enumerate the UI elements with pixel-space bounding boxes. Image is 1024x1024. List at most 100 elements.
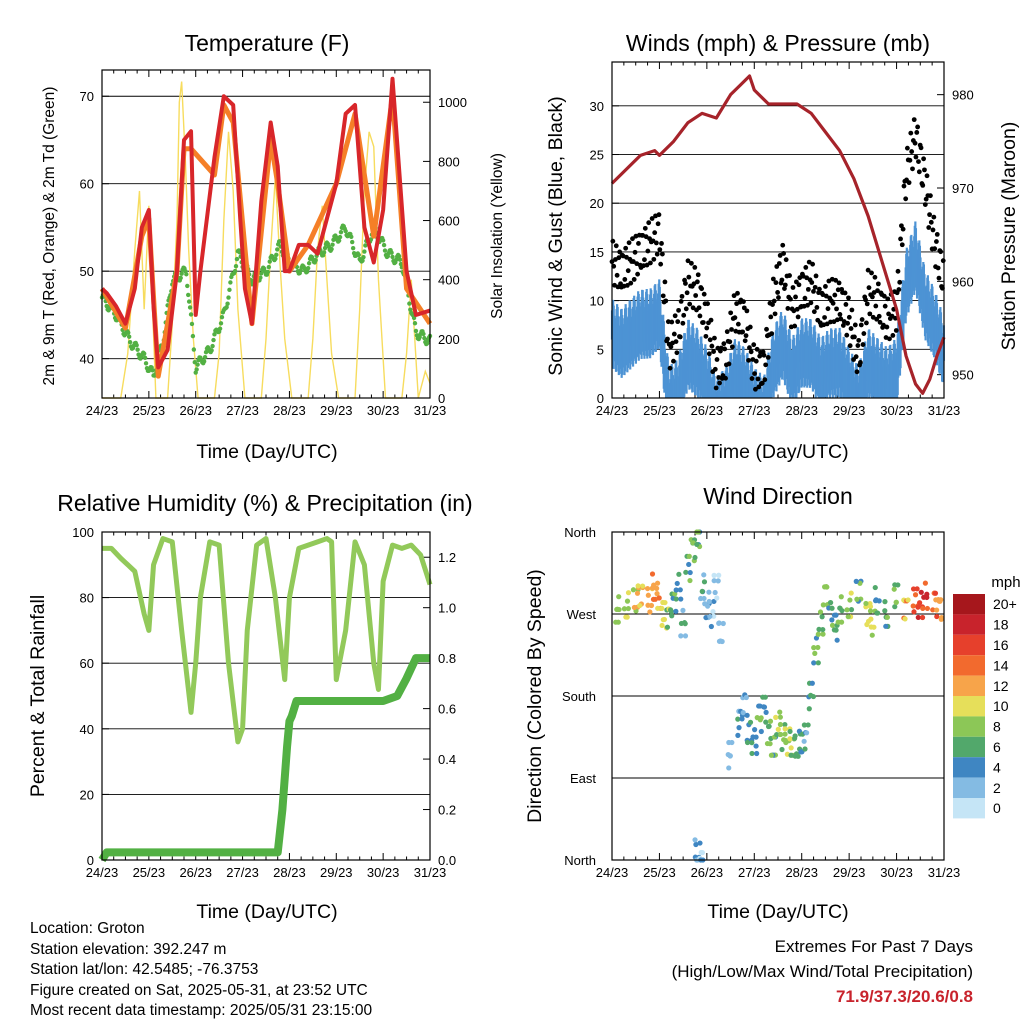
gust-point: [884, 324, 890, 330]
wind-direction-point: [938, 615, 945, 621]
wind-direction-point: [758, 728, 764, 735]
gust-point: [886, 311, 892, 317]
gust-point: [796, 282, 802, 288]
wind-direction-panel: Wind Direction Direction (Colored By Spe…: [524, 483, 1021, 923]
dewpoint-point: [217, 326, 223, 331]
x-tick-label: 25/23: [643, 403, 676, 418]
y-tick-label: North: [564, 853, 596, 868]
precipitation-line: [98, 654, 430, 863]
wind-direction-point: [656, 595, 662, 601]
gust-point: [875, 288, 880, 294]
gust-point: [671, 358, 676, 364]
gust-point: [673, 339, 679, 344]
gust-point: [741, 299, 746, 305]
wind-direction-point: [654, 580, 661, 586]
wind-direction-point: [735, 732, 741, 738]
wind-direction-point: [674, 580, 680, 587]
gust-point: [681, 312, 687, 318]
wind-direction-point: [711, 613, 717, 619]
wind-direction-point: [659, 622, 665, 629]
gust-point: [704, 325, 710, 331]
gust-point: [751, 342, 757, 348]
gust-point: [762, 377, 768, 383]
wind-direction-point: [711, 598, 717, 605]
x-tick-label: 30/23: [367, 403, 400, 418]
wind-direction-point: [678, 633, 684, 639]
y-tick-label: West: [567, 607, 597, 622]
wind-direction-point: [625, 605, 631, 612]
gust-point: [717, 380, 722, 386]
gust-point: [732, 315, 738, 321]
wind-direction-point: [692, 554, 698, 561]
x-tick-label: 29/23: [833, 403, 866, 418]
gust-point: [893, 328, 899, 333]
gust-point: [623, 245, 629, 251]
wind-direction-point: [924, 594, 930, 601]
wind-direction-point: [768, 752, 775, 758]
wind-direction-point: [915, 614, 921, 621]
gust-point: [909, 149, 915, 154]
gust-point: [897, 279, 903, 285]
gust-point: [932, 246, 938, 252]
legend-label: 0: [993, 800, 1001, 816]
gust-point: [887, 336, 892, 342]
wind-direction-point: [614, 606, 620, 612]
gust-point: [926, 225, 932, 230]
wind-direction-point: [794, 751, 800, 757]
y2-tick-label: 0.0: [438, 853, 456, 868]
gust-point: [814, 305, 820, 310]
gust-series: [609, 117, 946, 392]
y-tick-label: 60: [80, 656, 94, 671]
wind-direction-point: [815, 660, 821, 666]
wind-direction-point: [747, 719, 754, 725]
wind-direction-point: [686, 561, 692, 568]
wind-direction-point: [693, 841, 699, 848]
x-tick-label: 28/23: [785, 403, 818, 418]
gust-point: [911, 117, 917, 123]
y-tick-label: 25: [590, 148, 604, 163]
wind-direction-point: [778, 731, 784, 738]
wind-direction-point: [715, 578, 721, 584]
y-tick-label: 0: [87, 853, 94, 868]
relative-humidity-line: [102, 536, 433, 745]
wind-direction-point: [761, 704, 767, 710]
dewpoint-point: [356, 252, 361, 258]
gust-point: [809, 280, 815, 285]
gust-point: [794, 306, 800, 312]
wind-direction-point: [777, 709, 783, 715]
dewpoint-point: [273, 256, 278, 261]
wind-direction-point: [686, 553, 692, 559]
gust-point: [753, 386, 758, 392]
gust-point: [869, 294, 875, 300]
gust-point: [651, 256, 657, 262]
x-tick-label: 29/23: [320, 403, 353, 418]
dewpoint-point: [195, 362, 200, 367]
wind-direction-point: [782, 731, 788, 737]
gust-point: [924, 173, 930, 179]
dewpoint-point: [209, 348, 214, 353]
wind-direction-point: [869, 632, 875, 638]
gust-point: [847, 343, 853, 349]
gust-point: [632, 249, 638, 255]
station-info: Location: Groton Station elevation: 392.…: [30, 919, 372, 1022]
dewpoint-point: [381, 242, 387, 248]
temp2m-line: [100, 76, 431, 370]
gust-point: [859, 317, 865, 322]
y2-tick-label: 1.2: [438, 550, 456, 565]
gust-point: [790, 285, 796, 290]
wind-direction-point: [758, 715, 764, 721]
gust-point: [792, 323, 798, 329]
dewpoint-point: [413, 328, 419, 334]
wind-direction-xlabel: Time (Day/UTC): [707, 901, 848, 923]
dewpoint-point: [275, 247, 280, 252]
wind-direction-point: [714, 595, 720, 601]
wind-direction-point: [892, 604, 898, 610]
wind-direction-point: [708, 623, 714, 630]
gust-point: [785, 306, 791, 311]
plot-frame: [611, 531, 945, 861]
dewpoint-point: [126, 330, 131, 335]
wind-direction-point: [753, 734, 759, 740]
wind-direction-point: [915, 604, 921, 610]
gust-point: [653, 240, 659, 246]
wind-direction-point: [644, 585, 651, 592]
